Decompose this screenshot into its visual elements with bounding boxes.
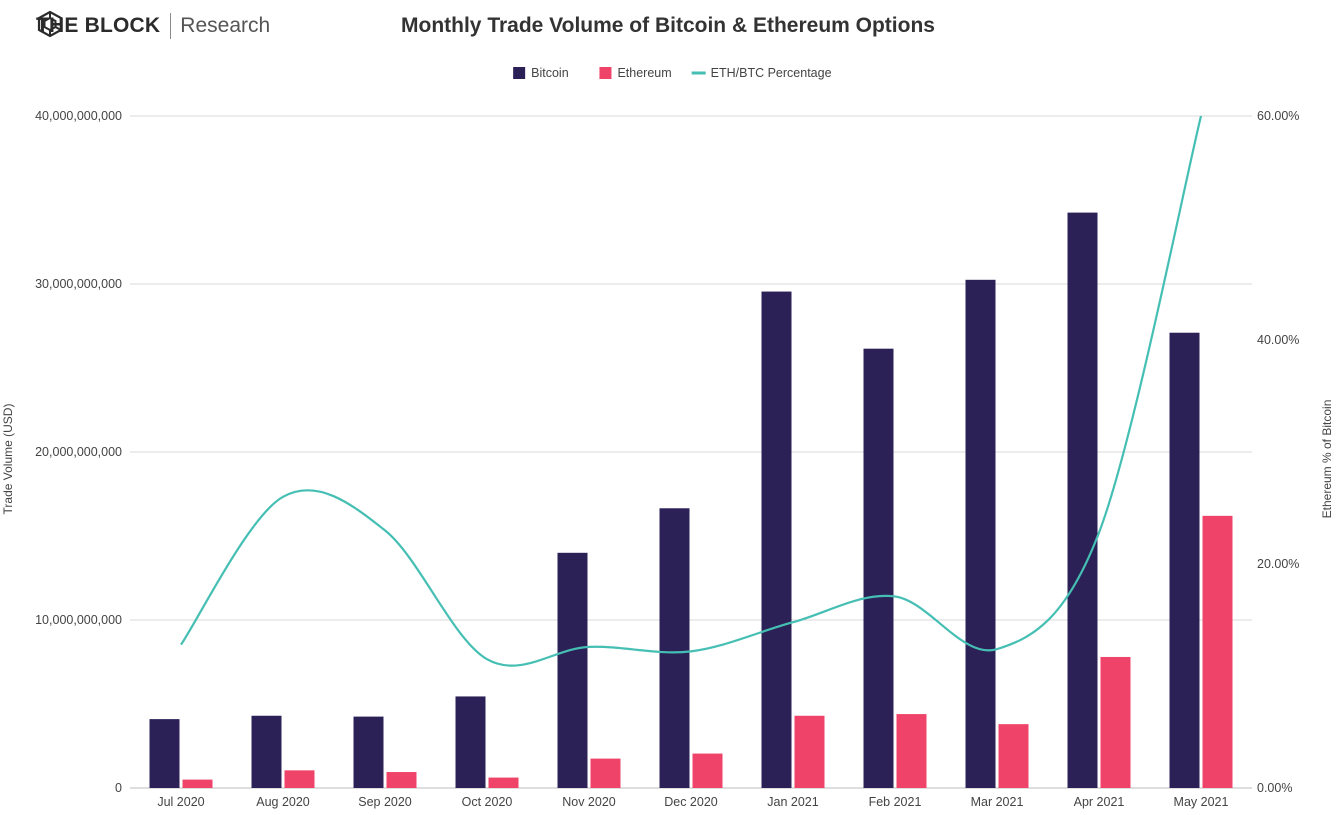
y-left-axis-ticks: 0 10,000,000,000 20,000,000,000 30,000,000,… [35,109,122,795]
bar-ethereum [386,772,417,788]
bar-bitcoin [965,279,996,788]
bar-bitcoin [149,719,180,788]
y-right-tick-label: 0.00% [1257,781,1292,795]
y-left-axis-title: Trade Volume (USD) [1,404,15,515]
line-series [180,115,1203,667]
y-right-tick-label: 60.00% [1257,109,1299,123]
y-right-tick-label: 20.00% [1257,557,1299,571]
bar-ethereum [998,724,1029,788]
y-right-axis-title: Ethereum % of Bitcoin [1320,400,1334,519]
x-tick-label: Aug 2020 [256,795,310,809]
bar-ethereum [896,714,927,788]
bar-ethereum [488,777,519,788]
y-left-tick-label: 30,000,000,000 [35,277,122,291]
x-tick-label: Jul 2020 [157,795,204,809]
x-tick-label: Nov 2020 [562,795,616,809]
legend-swatch [513,67,526,79]
y-right-axis-ticks: 0.00% 20.00% 40.00% 60.00% [1257,109,1299,795]
bar-ethereum [692,753,723,788]
x-tick-label: May 2021 [1174,795,1229,809]
bar-bitcoin [659,508,690,788]
brand-sub: Research [180,14,271,37]
bar-bitcoin [1067,212,1098,789]
x-tick-label: Feb 2021 [869,795,922,809]
bar-bitcoin [1169,332,1200,788]
bar-bitcoin [557,552,588,788]
legend-swatch [599,67,612,79]
x-tick-label: Jan 2021 [767,795,818,809]
gridlines [130,115,1252,789]
y-left-tick-label: 20,000,000,000 [35,445,122,459]
brand-name: THE BLOCK [36,14,161,37]
legend-label: Bitcoin [531,66,569,80]
legend-swatch [691,71,706,75]
brand-divider [170,13,172,39]
x-axis-ticks: Jul 2020 Aug 2020 Sep 2020 Oct 2020 Nov 2020… [157,795,1228,809]
y-left-tick-label: 40,000,000,000 [35,109,122,123]
bar-bitcoin [353,716,384,788]
bar-ethereum [1100,656,1131,788]
chart-title: Monthly Trade Volume of Bitcoin & Ethere… [401,14,935,37]
y-left-tick-label: 0 [115,781,122,795]
bar-ethereum [794,715,825,788]
y-right-tick-label: 40.00% [1257,333,1299,347]
bar-bitcoin [455,696,486,788]
bar-bitcoin [863,348,894,788]
legend: Bitcoin Ethereum ETH/BTC Percentage [513,66,832,80]
y-left-tick-label: 10,000,000,000 [35,613,122,627]
line-eth-btc-percentage [180,115,1203,667]
bar-ethereum [1202,515,1233,788]
legend-label: ETH/BTC Percentage [711,66,832,80]
x-tick-label: Dec 2020 [664,795,718,809]
bar-series [149,212,1233,789]
bar-ethereum [182,779,213,788]
bar-bitcoin [251,715,282,788]
cube-logo-icon [37,10,63,38]
x-tick-label: Mar 2021 [971,795,1024,809]
legend-label: Ethereum [617,66,671,80]
chart-title-container: Monthly Trade Volume of Bitcoin & Ethere… [0,14,1336,38]
x-tick-label: Oct 2020 [462,795,513,809]
brand-logo: THE BLOCK Research [36,10,270,42]
bar-ethereum [590,758,621,788]
bar-bitcoin [761,291,792,788]
bar-ethereum [284,770,315,788]
x-tick-label: Apr 2021 [1074,795,1125,809]
x-tick-label: Sep 2020 [358,795,412,809]
